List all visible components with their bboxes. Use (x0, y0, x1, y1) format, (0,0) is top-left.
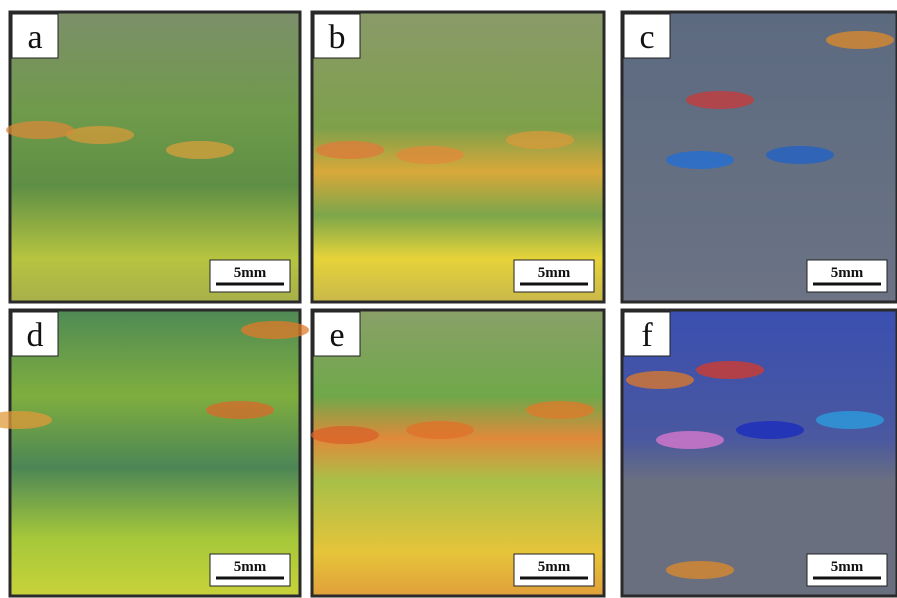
figure: a 5mm b 5mm c 5mm d 5mm e 5mm f 5mm (0, 0, 897, 598)
scale-text: 5mm (831, 559, 864, 575)
image-feature (396, 146, 464, 164)
image-feature (656, 431, 724, 449)
image-feature (696, 361, 764, 379)
image-feature (166, 141, 234, 159)
image-feature (406, 421, 474, 439)
panel-label: e (329, 317, 344, 354)
panel: d 5mm (0, 310, 309, 596)
panel-label: a (27, 19, 42, 56)
scale-text: 5mm (234, 559, 267, 575)
image-feature (666, 151, 734, 169)
panel: c 5mm (622, 12, 897, 302)
image-feature (311, 426, 379, 444)
panel-label: d (27, 317, 44, 354)
panel: e 5mm (311, 310, 604, 596)
image-feature (666, 561, 734, 579)
scale-text: 5mm (538, 265, 571, 281)
image-feature (526, 401, 594, 419)
image-feature (766, 146, 834, 164)
image-feature (686, 91, 754, 109)
image-feature (626, 371, 694, 389)
panel-label: f (641, 317, 653, 354)
image-feature (66, 126, 134, 144)
panel: f 5mm (622, 310, 897, 596)
panel: a 5mm (6, 12, 300, 302)
panel-label: b (329, 19, 346, 56)
panel: b 5mm (312, 12, 604, 302)
image-feature (316, 141, 384, 159)
image-feature (826, 31, 894, 49)
image-feature (736, 421, 804, 439)
image-feature (816, 411, 884, 429)
image-feature (506, 131, 574, 149)
image-feature (206, 401, 274, 419)
scale-text: 5mm (831, 265, 864, 281)
image-feature (6, 121, 74, 139)
panel-label: c (639, 19, 654, 56)
image-feature (241, 321, 309, 339)
scale-text: 5mm (234, 265, 267, 281)
scale-text: 5mm (538, 559, 571, 575)
